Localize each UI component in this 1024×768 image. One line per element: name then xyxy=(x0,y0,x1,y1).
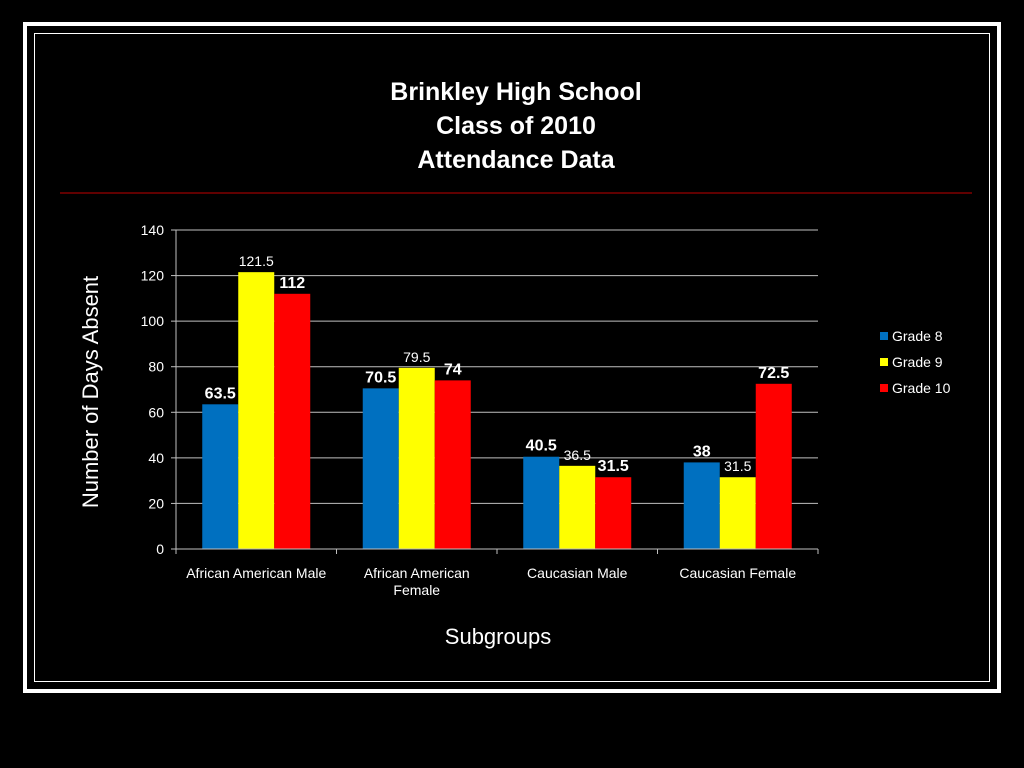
x-category-label: African American Male xyxy=(186,565,326,581)
chart-title-line: Brinkley High School xyxy=(390,78,641,106)
data-label: 74 xyxy=(444,361,462,378)
bar xyxy=(274,293,311,549)
y-tick-label: 40 xyxy=(148,450,164,466)
legend-swatch xyxy=(880,384,888,392)
data-labels: 63.5 121.5 112 70.5 79.5 74 40.5 36.5 31.5 38 31.5… xyxy=(205,253,790,475)
bar xyxy=(362,388,399,549)
data-label: 72.5 xyxy=(758,365,789,382)
bar xyxy=(523,456,560,549)
data-label: 31.5 xyxy=(724,458,751,474)
x-category-label: Caucasian Male xyxy=(527,565,628,581)
chart-title: Brinkley High School Class of 2010 Attenda… xyxy=(390,78,641,174)
chart-title-line: Class of 2010 xyxy=(436,112,596,140)
y-tick-label: 0 xyxy=(156,541,164,557)
legend-entry: Grade 10 xyxy=(892,380,951,396)
y-tick-label: 80 xyxy=(148,359,164,375)
slide-frame-outer xyxy=(23,22,1001,693)
data-label: 63.5 xyxy=(205,385,236,402)
data-label: 70.5 xyxy=(365,369,396,386)
y-tick-label: 100 xyxy=(141,313,165,329)
bar xyxy=(398,367,435,549)
bar xyxy=(559,465,596,549)
data-label: 40.5 xyxy=(526,438,557,455)
x-category-label: Female xyxy=(393,582,440,598)
legend-entry: Grade 8 xyxy=(892,328,943,344)
legend: Grade 8 Grade 9 Grade 10 xyxy=(880,328,951,396)
legend-swatch xyxy=(880,332,888,340)
bar xyxy=(683,462,720,549)
bar xyxy=(202,404,239,549)
legend-entry: Grade 9 xyxy=(892,354,943,370)
y-axis-label: Number of Days Absent xyxy=(78,276,103,508)
bars xyxy=(202,272,792,549)
data-label: 36.5 xyxy=(564,447,591,463)
bar xyxy=(434,380,471,549)
x-category-label: African American xyxy=(364,565,470,581)
bar xyxy=(595,477,632,549)
data-label: 121.5 xyxy=(239,253,274,269)
data-label: 31.5 xyxy=(598,458,629,475)
legend-swatch xyxy=(880,358,888,366)
y-tick-label: 60 xyxy=(148,404,164,420)
data-label: 38 xyxy=(693,443,711,460)
bar xyxy=(755,383,792,549)
y-tick-label: 140 xyxy=(141,222,165,238)
y-tick-label: 20 xyxy=(148,495,164,511)
bar xyxy=(238,272,275,549)
y-axis-ticks: 0 20 40 60 80 100 120 140 xyxy=(141,222,176,557)
x-category-label: Caucasian Female xyxy=(679,565,796,581)
axes xyxy=(175,230,819,554)
slide-frame-inner xyxy=(34,33,990,682)
bar xyxy=(719,477,756,549)
chart-title-line: Attendance Data xyxy=(417,146,615,174)
y-tick-label: 120 xyxy=(141,268,165,284)
x-axis-category-labels: African American Male African AmericanFem… xyxy=(186,565,796,598)
x-axis-label: Subgroups xyxy=(445,624,551,649)
data-label: 112 xyxy=(279,275,305,292)
data-label: 79.5 xyxy=(403,349,430,365)
